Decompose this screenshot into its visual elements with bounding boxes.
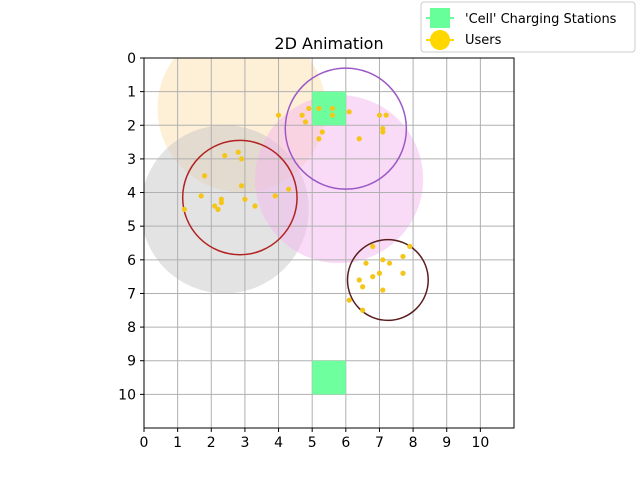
user-point-16 <box>222 152 228 159</box>
user-point-31 <box>407 243 413 249</box>
user-point-18 <box>201 173 208 179</box>
charging-station-1 <box>312 360 346 395</box>
x-tick-label-3: 3 <box>240 435 249 451</box>
user-point-11 <box>380 129 386 135</box>
y-tick-label-3: 3 <box>127 152 136 168</box>
user-point-6 <box>376 112 383 118</box>
legend: 'Cell' Charging Stations Users <box>420 1 636 53</box>
user-point-37 <box>400 270 406 276</box>
user-point-32 <box>400 253 406 260</box>
y-tick-label-7: 7 <box>127 286 136 302</box>
user-point-41 <box>380 287 386 293</box>
cluster-ring-2 <box>346 238 429 322</box>
user-point-25 <box>218 200 224 206</box>
y-tick-label-8: 8 <box>127 320 136 336</box>
y-tick-label-9: 9 <box>127 354 136 370</box>
x-tick-label-8: 8 <box>409 435 418 451</box>
y-tick-label-2: 2 <box>127 118 136 134</box>
x-tick-label-6: 6 <box>341 435 350 451</box>
x-tick-label-7: 7 <box>375 435 384 451</box>
legend-station-marker <box>430 8 450 28</box>
chart-title: 2D Animation <box>274 34 383 53</box>
user-point-35 <box>386 260 393 266</box>
user-point-12 <box>319 129 325 135</box>
user-point-43 <box>360 307 366 313</box>
legend-station-label: 'Cell' Charging Stations <box>465 12 617 27</box>
y-tick-label-5: 5 <box>127 219 136 235</box>
legend-box <box>420 1 636 53</box>
cluster-ring-0 <box>284 67 408 190</box>
user-point-22 <box>272 193 278 199</box>
user-point-38 <box>370 274 376 280</box>
user-point-29 <box>181 206 187 212</box>
x-tick-label-1: 1 <box>173 435 182 451</box>
x-tick-label-9: 9 <box>442 435 451 451</box>
x-tick-label-2: 2 <box>207 435 216 451</box>
user-point-8 <box>302 119 309 125</box>
user-point-0 <box>306 105 312 112</box>
plot-frame <box>143 57 515 429</box>
x-tick-label-4: 4 <box>274 435 283 451</box>
cluster-ring-1 <box>181 139 298 256</box>
user-point-15 <box>235 149 241 155</box>
user-point-21 <box>198 193 204 199</box>
user-point-1 <box>316 105 322 112</box>
users-layer <box>181 105 413 313</box>
user-point-33 <box>380 257 386 263</box>
user-point-39 <box>356 277 362 283</box>
user-point-28 <box>215 206 221 212</box>
coverage-area-2 <box>255 95 424 264</box>
clusters-layer <box>181 67 429 322</box>
user-point-13 <box>316 136 322 142</box>
user-point-17 <box>238 156 245 162</box>
user-point-7 <box>383 112 389 118</box>
ticks-layer: 0 1 2 3 4 5 6 7 8 9 10 0 1 2 3 4 5 6 7 8 9 10 <box>118 51 489 451</box>
user-point-27 <box>212 203 218 209</box>
user-point-4 <box>299 112 305 118</box>
user-point-30 <box>370 243 376 249</box>
y-tick-label-1: 1 <box>127 85 136 101</box>
user-point-36 <box>376 270 383 276</box>
user-point-42 <box>346 297 352 303</box>
x-tick-label-5: 5 <box>308 435 317 451</box>
user-point-26 <box>252 203 258 209</box>
y-tick-label-0: 0 <box>127 51 136 67</box>
user-point-3 <box>346 109 352 115</box>
legend-users-marker <box>430 30 450 50</box>
user-point-20 <box>286 186 292 192</box>
x-tick-label-0: 0 <box>140 435 149 451</box>
y-tick-label-10: 10 <box>118 387 136 403</box>
user-point-23 <box>242 196 248 202</box>
x-tick-label-10: 10 <box>471 435 489 451</box>
user-point-5 <box>329 112 335 118</box>
user-point-40 <box>360 284 366 290</box>
y-tick-label-6: 6 <box>127 253 136 269</box>
user-point-14 <box>356 136 362 142</box>
user-point-9 <box>275 112 282 118</box>
y-tick-label-4: 4 <box>127 186 136 202</box>
user-point-19 <box>238 183 245 189</box>
user-point-34 <box>363 260 369 266</box>
user-point-2 <box>329 105 335 112</box>
legend-users-label: Users <box>465 33 502 48</box>
